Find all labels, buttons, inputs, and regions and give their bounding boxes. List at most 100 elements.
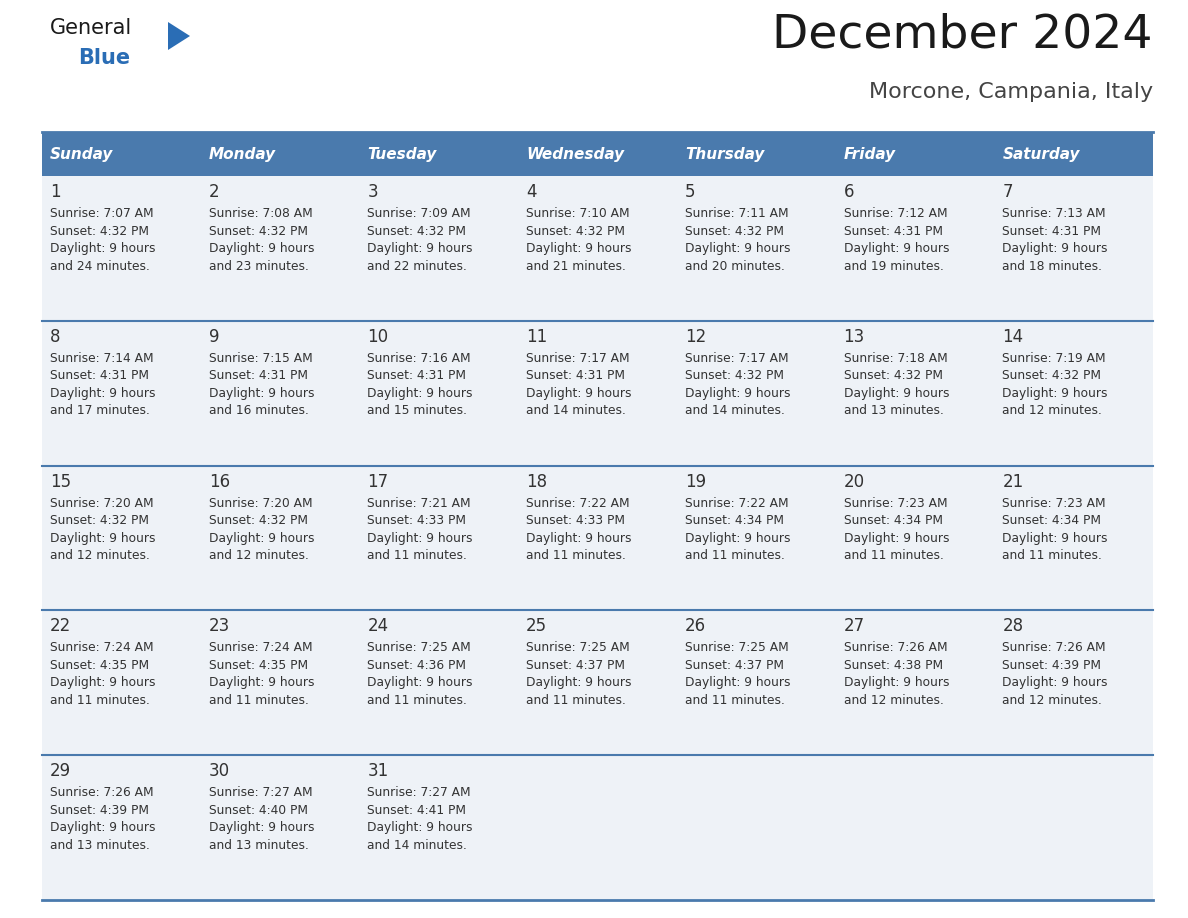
Bar xyxy=(360,132,518,176)
Text: 17: 17 xyxy=(367,473,388,490)
Text: Daylight: 9 hours: Daylight: 9 hours xyxy=(209,677,314,689)
Text: 1: 1 xyxy=(50,183,61,201)
Text: Sunset: 4:39 PM: Sunset: 4:39 PM xyxy=(50,803,148,817)
Text: and 22 minutes.: and 22 minutes. xyxy=(367,260,467,273)
Text: Friday: Friday xyxy=(843,147,896,162)
Text: and 15 minutes.: and 15 minutes. xyxy=(367,404,467,418)
Bar xyxy=(201,132,360,176)
Bar xyxy=(835,610,994,756)
Text: Sunrise: 7:08 AM: Sunrise: 7:08 AM xyxy=(209,207,312,220)
Text: Sunrise: 7:12 AM: Sunrise: 7:12 AM xyxy=(843,207,947,220)
Text: Daylight: 9 hours: Daylight: 9 hours xyxy=(50,532,156,544)
Text: 15: 15 xyxy=(50,473,71,490)
Text: Sunset: 4:40 PM: Sunset: 4:40 PM xyxy=(209,803,308,817)
Text: 8: 8 xyxy=(50,328,61,346)
Text: Sunset: 4:32 PM: Sunset: 4:32 PM xyxy=(684,369,784,382)
Text: and 18 minutes.: and 18 minutes. xyxy=(1003,260,1102,273)
Bar xyxy=(518,610,677,756)
Text: 11: 11 xyxy=(526,328,548,346)
Text: Sunset: 4:37 PM: Sunset: 4:37 PM xyxy=(684,659,784,672)
Bar xyxy=(677,320,835,465)
Text: 6: 6 xyxy=(843,183,854,201)
Text: 30: 30 xyxy=(209,762,229,780)
Text: 22: 22 xyxy=(50,618,71,635)
Bar xyxy=(360,610,518,756)
Bar xyxy=(677,176,835,320)
Text: Sunrise: 7:20 AM: Sunrise: 7:20 AM xyxy=(50,497,153,509)
Text: and 12 minutes.: and 12 minutes. xyxy=(50,549,150,562)
Text: December 2024: December 2024 xyxy=(772,12,1154,57)
Text: Sunset: 4:32 PM: Sunset: 4:32 PM xyxy=(367,225,467,238)
Bar xyxy=(994,320,1154,465)
Text: Sunset: 4:35 PM: Sunset: 4:35 PM xyxy=(209,659,308,672)
Text: 14: 14 xyxy=(1003,328,1023,346)
Text: Sunset: 4:41 PM: Sunset: 4:41 PM xyxy=(367,803,467,817)
Text: and 11 minutes.: and 11 minutes. xyxy=(684,694,785,707)
Text: Sunrise: 7:25 AM: Sunrise: 7:25 AM xyxy=(367,642,472,655)
Text: Sunset: 4:36 PM: Sunset: 4:36 PM xyxy=(367,659,467,672)
Text: Sunset: 4:34 PM: Sunset: 4:34 PM xyxy=(1003,514,1101,527)
Text: and 19 minutes.: and 19 minutes. xyxy=(843,260,943,273)
Text: and 14 minutes.: and 14 minutes. xyxy=(367,839,467,852)
Text: Daylight: 9 hours: Daylight: 9 hours xyxy=(843,386,949,400)
Text: Daylight: 9 hours: Daylight: 9 hours xyxy=(684,242,790,255)
Text: Daylight: 9 hours: Daylight: 9 hours xyxy=(367,242,473,255)
Bar xyxy=(201,176,360,320)
Text: Daylight: 9 hours: Daylight: 9 hours xyxy=(684,532,790,544)
Text: 5: 5 xyxy=(684,183,695,201)
Text: Sunrise: 7:26 AM: Sunrise: 7:26 AM xyxy=(50,786,153,800)
Bar xyxy=(201,465,360,610)
Text: Daylight: 9 hours: Daylight: 9 hours xyxy=(209,532,314,544)
Bar xyxy=(994,132,1154,176)
Text: and 11 minutes.: and 11 minutes. xyxy=(526,694,626,707)
Bar xyxy=(994,610,1154,756)
Text: Monday: Monday xyxy=(209,147,276,162)
Text: Sunset: 4:32 PM: Sunset: 4:32 PM xyxy=(50,514,148,527)
Text: Sunset: 4:31 PM: Sunset: 4:31 PM xyxy=(367,369,467,382)
Text: Daylight: 9 hours: Daylight: 9 hours xyxy=(367,386,473,400)
Text: and 12 minutes.: and 12 minutes. xyxy=(1003,694,1102,707)
Bar xyxy=(677,610,835,756)
Text: and 23 minutes.: and 23 minutes. xyxy=(209,260,309,273)
Bar xyxy=(42,132,201,176)
Bar xyxy=(518,132,677,176)
Text: Daylight: 9 hours: Daylight: 9 hours xyxy=(684,677,790,689)
Text: Tuesday: Tuesday xyxy=(367,147,437,162)
Text: and 14 minutes.: and 14 minutes. xyxy=(526,404,626,418)
Text: and 13 minutes.: and 13 minutes. xyxy=(209,839,309,852)
Bar xyxy=(994,756,1154,900)
Bar xyxy=(360,320,518,465)
Text: and 14 minutes.: and 14 minutes. xyxy=(684,404,785,418)
Bar xyxy=(835,756,994,900)
Text: 4: 4 xyxy=(526,183,537,201)
Text: Sunrise: 7:27 AM: Sunrise: 7:27 AM xyxy=(209,786,312,800)
Text: and 11 minutes.: and 11 minutes. xyxy=(843,549,943,562)
Text: Sunrise: 7:26 AM: Sunrise: 7:26 AM xyxy=(843,642,947,655)
Text: Sunrise: 7:17 AM: Sunrise: 7:17 AM xyxy=(684,352,789,364)
Text: and 12 minutes.: and 12 minutes. xyxy=(843,694,943,707)
Bar xyxy=(518,465,677,610)
Text: Sunrise: 7:14 AM: Sunrise: 7:14 AM xyxy=(50,352,153,364)
Bar xyxy=(677,132,835,176)
Text: 16: 16 xyxy=(209,473,229,490)
Text: Sunrise: 7:15 AM: Sunrise: 7:15 AM xyxy=(209,352,312,364)
Text: Sunset: 4:32 PM: Sunset: 4:32 PM xyxy=(1003,369,1101,382)
Text: 10: 10 xyxy=(367,328,388,346)
Text: Sunrise: 7:24 AM: Sunrise: 7:24 AM xyxy=(50,642,153,655)
Bar xyxy=(42,610,201,756)
Text: and 11 minutes.: and 11 minutes. xyxy=(367,549,467,562)
Text: Thursday: Thursday xyxy=(684,147,764,162)
Text: 20: 20 xyxy=(843,473,865,490)
Text: Sunrise: 7:23 AM: Sunrise: 7:23 AM xyxy=(1003,497,1106,509)
Text: 13: 13 xyxy=(843,328,865,346)
Text: 12: 12 xyxy=(684,328,706,346)
Text: Daylight: 9 hours: Daylight: 9 hours xyxy=(1003,677,1107,689)
Text: Daylight: 9 hours: Daylight: 9 hours xyxy=(1003,386,1107,400)
Text: Sunrise: 7:27 AM: Sunrise: 7:27 AM xyxy=(367,786,472,800)
Text: Sunrise: 7:11 AM: Sunrise: 7:11 AM xyxy=(684,207,789,220)
Text: and 21 minutes.: and 21 minutes. xyxy=(526,260,626,273)
Text: Sunrise: 7:23 AM: Sunrise: 7:23 AM xyxy=(843,497,947,509)
Text: Daylight: 9 hours: Daylight: 9 hours xyxy=(209,822,314,834)
Bar xyxy=(835,465,994,610)
Text: Sunset: 4:37 PM: Sunset: 4:37 PM xyxy=(526,659,625,672)
